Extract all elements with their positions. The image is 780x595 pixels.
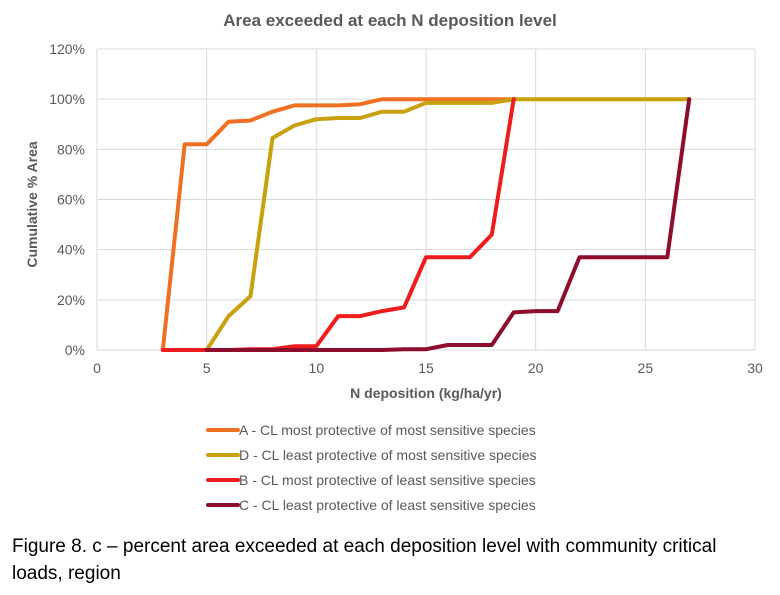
x-axis-label: N deposition (kg/ha/yr) — [350, 385, 502, 401]
legend-label: B - CL most protective of least sensitiv… — [239, 472, 536, 488]
series-lines — [160, 97, 692, 352]
x-axis-ticks: 0 5 10 15 20 25 30 — [93, 360, 763, 376]
chart-title: Area exceeded at each N deposition level — [223, 11, 557, 30]
series-line-3 — [204, 97, 692, 352]
legend-label: C - CL least protective of least sensiti… — [239, 497, 536, 513]
x-tick-label: 20 — [528, 360, 544, 376]
y-tick-label: 60% — [57, 192, 85, 208]
legend-label: D - CL least protective of most sensitiv… — [239, 447, 537, 463]
x-tick-label: 15 — [418, 360, 434, 376]
figure-caption: Figure 8. c – percent area exceeded at e… — [12, 536, 717, 584]
y-tick-label: 100% — [49, 91, 85, 107]
x-tick-label: 5 — [203, 360, 211, 376]
chart: Area exceeded at each N deposition level… — [24, 11, 763, 513]
grid — [96, 48, 756, 351]
legend-label: A - CL most protective of most sensitive… — [239, 422, 536, 438]
y-axis-ticks: 0% 20% 40% 60% 80% 100% 120% — [49, 41, 85, 358]
y-tick-label: 40% — [57, 242, 85, 258]
x-tick-label: 30 — [747, 360, 763, 376]
y-tick-label: 120% — [49, 41, 85, 57]
y-tick-label: 0% — [65, 342, 85, 358]
series-line-0 — [160, 97, 516, 352]
y-axis-label: Cumulative % Area — [24, 141, 40, 268]
x-tick-label: 0 — [93, 360, 101, 376]
x-tick-label: 25 — [638, 360, 654, 376]
y-tick-label: 80% — [57, 141, 85, 157]
x-tick-label: 10 — [309, 360, 325, 376]
legend: A - CL most protective of most sensitive… — [206, 422, 537, 513]
y-tick-label: 20% — [57, 292, 85, 308]
series-line-1 — [204, 97, 692, 352]
